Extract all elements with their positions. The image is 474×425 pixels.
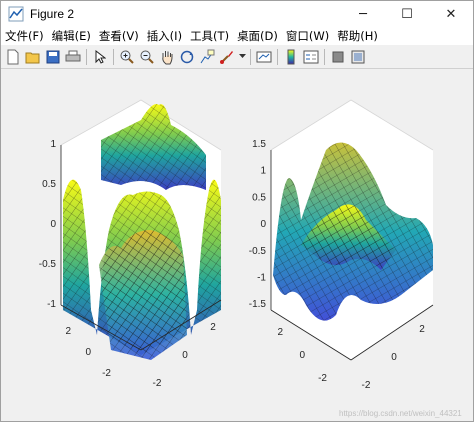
toolbar-separator bbox=[277, 48, 278, 65]
show-plot-tools-icon[interactable] bbox=[349, 48, 367, 66]
right-ytick-label: 2 bbox=[277, 327, 283, 338]
hide-plot-tools-icon[interactable] bbox=[329, 48, 347, 66]
left-xtick-label: 0 bbox=[182, 350, 188, 361]
right-y-tick-labels: 2 0 -2 bbox=[277, 327, 327, 384]
right-xtick-label: 2 bbox=[419, 324, 425, 335]
right-z-tick-labels: 1.5 1 0.5 0 -0.5 -1 -1.5 bbox=[249, 139, 267, 310]
link-plot-icon[interactable] bbox=[255, 48, 273, 66]
right-x-tick-labels: -2 0 2 bbox=[362, 324, 426, 391]
menu-file[interactable]: 文件(F) bbox=[5, 29, 44, 43]
right-ztick-label: 0.5 bbox=[252, 192, 266, 203]
window-title: Figure 2 bbox=[30, 7, 75, 21]
save-icon[interactable] bbox=[44, 48, 62, 66]
left-ztick-label: 1 bbox=[50, 139, 56, 150]
matlab-figure-icon bbox=[8, 6, 24, 22]
toolbar-separator bbox=[250, 48, 251, 65]
right-xtick-label: 0 bbox=[391, 352, 397, 363]
left-y-tick-labels: 2 0 -2 bbox=[65, 326, 111, 379]
watermark-text: https://blog.csdn.net/weixin_44321 bbox=[339, 409, 462, 418]
title-bar[interactable]: Figure 2 ─ ☐ ✕ bbox=[1, 1, 473, 27]
pan-icon[interactable] bbox=[158, 48, 176, 66]
right-x-axis bbox=[350, 304, 434, 361]
left-y-axis bbox=[60, 304, 142, 351]
left-surface-plot bbox=[63, 104, 221, 360]
left-xtick-label: -2 bbox=[153, 378, 162, 389]
right-ztick-label: 0 bbox=[260, 219, 266, 230]
left-ytick-label: 0 bbox=[85, 347, 91, 358]
menu-bar: 文件(F) 编辑(E) 查看(V) 插入(I) 工具(T) 桌面(D) 窗口(W… bbox=[1, 27, 473, 45]
zoom-out-icon[interactable] bbox=[138, 48, 156, 66]
left-ztick-label: 0 bbox=[50, 219, 56, 230]
right-ztick-label: 1 bbox=[260, 166, 266, 177]
left-x-axis bbox=[140, 299, 222, 351]
data-cursor-icon[interactable] bbox=[198, 48, 216, 66]
maximize-button[interactable]: ☐ bbox=[401, 6, 413, 22]
right-ztick-label: -1 bbox=[257, 273, 266, 284]
menu-window[interactable]: 窗口(W) bbox=[285, 29, 330, 43]
left-ytick-label: 2 bbox=[65, 326, 71, 337]
left-ytick-label: -2 bbox=[102, 368, 111, 379]
open-file-icon[interactable] bbox=[24, 48, 42, 66]
right-surface-axes[interactable]: 1.5 1 0.5 0 -0.5 -1 -1.5 2 0 -2 -2 0 2 bbox=[249, 99, 434, 391]
figure-toolbar bbox=[1, 45, 473, 69]
brush-icon[interactable] bbox=[218, 48, 236, 66]
left-xtick-label: 2 bbox=[210, 322, 216, 333]
pointer-icon[interactable] bbox=[91, 48, 109, 66]
dropdown-arrow-icon[interactable] bbox=[238, 48, 246, 66]
right-y-axis bbox=[270, 309, 352, 361]
plots-svg: 1 0.5 0 -0.5 -1 2 0 -2 -2 0 2 1.5 1 0.5 0 -0.5 -1 -1.5 bbox=[39, 99, 462, 418]
figure-canvas[interactable]: 1 0.5 0 -0.5 -1 2 0 -2 -2 0 2 1.5 1 0.5 0 -0.5 -1 -1.5 bbox=[1, 70, 473, 421]
menu-help[interactable]: 帮助(H) bbox=[337, 29, 378, 43]
left-surface-axes[interactable]: 1 0.5 0 -0.5 -1 2 0 -2 -2 0 2 bbox=[39, 99, 222, 389]
left-ztick-label: -1 bbox=[47, 299, 56, 310]
toolbar-separator bbox=[324, 48, 325, 65]
toolbar-separator bbox=[86, 48, 87, 65]
right-surface-plot bbox=[273, 142, 433, 321]
right-xtick-label: -2 bbox=[362, 380, 371, 391]
print-icon[interactable] bbox=[64, 48, 82, 66]
right-ytick-label: 0 bbox=[299, 350, 305, 361]
colorbar-icon[interactable] bbox=[282, 48, 300, 66]
new-figure-icon[interactable] bbox=[4, 48, 22, 66]
menu-tools[interactable]: 工具(T) bbox=[190, 29, 230, 43]
close-button[interactable]: ✕ bbox=[445, 6, 457, 22]
left-ztick-label: 0.5 bbox=[42, 179, 56, 190]
menu-edit[interactable]: 编辑(E) bbox=[51, 29, 91, 43]
right-ztick-label: -0.5 bbox=[249, 246, 267, 257]
right-ytick-label: -2 bbox=[318, 373, 327, 384]
left-ztick-label: -0.5 bbox=[39, 259, 57, 270]
rotate-3d-icon[interactable] bbox=[178, 48, 196, 66]
minimize-button[interactable]: ─ bbox=[359, 6, 367, 22]
zoom-in-icon[interactable] bbox=[118, 48, 136, 66]
left-x-tick-labels: -2 0 2 bbox=[153, 322, 217, 389]
left-z-tick-labels: 1 0.5 0 -0.5 -1 bbox=[39, 139, 57, 310]
menu-desktop[interactable]: 桌面(D) bbox=[237, 29, 278, 43]
menu-insert[interactable]: 插入(I) bbox=[146, 29, 183, 43]
right-ztick-label: -1.5 bbox=[249, 299, 267, 310]
legend-icon[interactable] bbox=[302, 48, 320, 66]
menu-view[interactable]: 查看(V) bbox=[98, 29, 139, 43]
toolbar-separator bbox=[113, 48, 114, 65]
right-ztick-label: 1.5 bbox=[252, 139, 266, 150]
